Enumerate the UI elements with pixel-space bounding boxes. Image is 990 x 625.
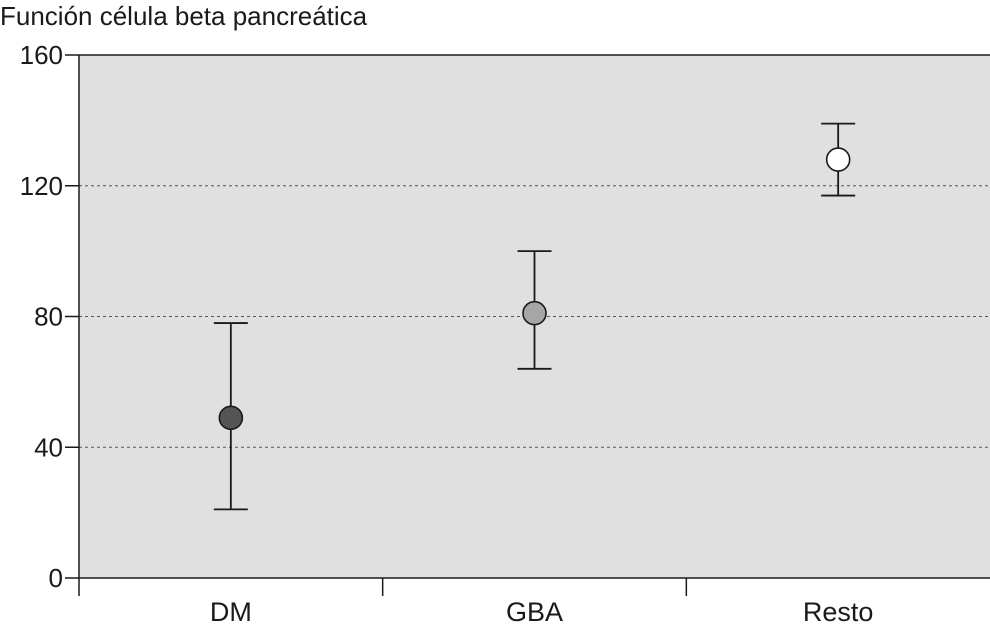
point-dm	[218, 405, 244, 431]
y-tick-label-0: 0	[49, 563, 63, 593]
y-tick-label-120: 120	[20, 171, 63, 201]
x-label-resto: Resto	[803, 597, 874, 625]
y-tick-label-160: 160	[20, 40, 63, 70]
y-axis-title: Función célula beta pancreática	[0, 1, 368, 31]
point-resto	[825, 147, 851, 172]
y-tick-label-40: 40	[34, 432, 63, 462]
plot-area: 0 40 80 120 160 DM GBA Resto	[20, 40, 990, 625]
x-label-gba: GBA	[506, 597, 563, 625]
point-gba	[522, 300, 547, 326]
y-tick-label-80: 80	[34, 302, 63, 332]
x-label-dm: DM	[210, 597, 252, 625]
